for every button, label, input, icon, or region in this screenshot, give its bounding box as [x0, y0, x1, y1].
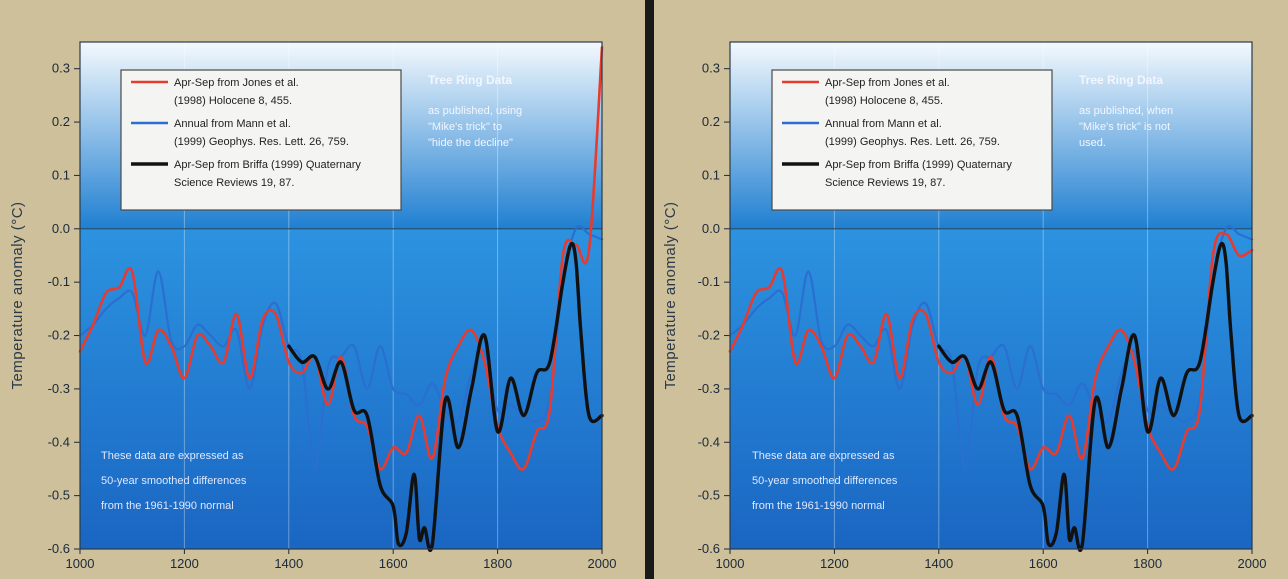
- y-tick-label: -0.2: [698, 328, 720, 343]
- x-tick-label: 1200: [170, 556, 199, 571]
- legend-label: Apr-Sep from Jones et al.: [825, 77, 950, 89]
- y-tick-label: 0.0: [702, 221, 720, 236]
- y-tick-label: -0.3: [48, 381, 70, 396]
- y-tick-label: -0.6: [48, 541, 70, 556]
- y-tick-label: -0.4: [698, 434, 720, 449]
- x-tick-label: 1000: [66, 556, 95, 571]
- bottom-note-line: from the 1961-1990 normal: [752, 500, 885, 512]
- legend-label: Apr-Sep from Briffa (1999) Quaternary: [174, 159, 361, 171]
- annotation-line: "Mike's trick" is not: [1079, 121, 1170, 133]
- annotation-line: "hide the decline": [428, 137, 513, 149]
- annotation-line: as published, using: [428, 105, 522, 117]
- y-tick-label: -0.6: [698, 541, 720, 556]
- legend-label: Apr-Sep from Briffa (1999) Quaternary: [825, 159, 1012, 171]
- bottom-note-line: 50-year smoothed differences: [101, 475, 247, 487]
- series-line-red: [728, 231, 1254, 471]
- y-tick-label: 0.3: [702, 61, 720, 76]
- x-tick-label: 1200: [820, 556, 849, 571]
- annotation: Tree Ring Data as published, when "Mike's …: [1079, 73, 1173, 149]
- y-tick-label: 0.2: [702, 114, 720, 129]
- annotation-line: as published, when: [1079, 105, 1173, 117]
- x-tick-label: 1600: [379, 556, 408, 571]
- plot-frame: [729, 41, 1253, 550]
- y-axis-label: Temperature anomaly (°C): [9, 201, 26, 389]
- legend-label: Apr-Sep from Jones et al.: [174, 77, 299, 89]
- x-tick-label: 1800: [1133, 556, 1162, 571]
- legend-box: [771, 69, 1053, 211]
- annotation-title: Tree Ring Data: [428, 73, 512, 87]
- y-tick-label: -0.1: [698, 274, 720, 289]
- x-tick-label: 2000: [588, 556, 617, 571]
- legend-label: Annual from Mann et al.: [825, 118, 942, 130]
- y-tick-label: 0.3: [52, 61, 70, 76]
- legend-label: Science Reviews 19, 87.: [825, 177, 945, 189]
- y-tick-label: -0.5: [48, 488, 70, 503]
- bottom-note-line: from the 1961-1990 normal: [101, 500, 234, 512]
- bottom-note-line: These data are expressed as: [101, 450, 244, 462]
- bottom-note: These data are expressed as 50-year smoot…: [101, 450, 247, 512]
- series-line-black: [937, 241, 1254, 552]
- bottom-note: These data are expressed as 50-year smoot…: [752, 450, 898, 512]
- legend-label: Science Reviews 19, 87.: [174, 177, 294, 189]
- annotation-line: used.: [1079, 137, 1106, 149]
- legend-label: Annual from Mann et al.: [174, 118, 291, 130]
- series-line-blue: [728, 224, 1254, 471]
- legend-label: (1998) Holocene 8, 455.: [174, 95, 292, 107]
- y-tick-label: -0.3: [698, 381, 720, 396]
- y-tick-label: 0.1: [52, 167, 70, 182]
- x-tick-label: 1600: [1029, 556, 1058, 571]
- legend-label: (1999) Geophys. Res. Lett. 26, 759.: [174, 136, 349, 148]
- legend-box: [120, 69, 402, 211]
- y-tick-label: -0.4: [48, 434, 70, 449]
- annotation-line: "Mike's trick" to: [428, 121, 502, 133]
- y-axis-label: Temperature anomaly (°C): [662, 201, 679, 389]
- y-tick-label: -0.1: [48, 274, 70, 289]
- x-tick-label: 1400: [924, 556, 953, 571]
- x-tick-label: 1800: [483, 556, 512, 571]
- chart-panel-left: 0.3 0.2 0.1 0.0 -0.1 -0.2 -0.3 -0.4 -0.5 -0.6 1000…: [9, 41, 617, 571]
- annotation: Tree Ring Data as published, using "Mike's…: [428, 73, 522, 149]
- y-tick-label: -0.5: [698, 488, 720, 503]
- legend: Apr-Sep from Jones et al. (1998) Holocene…: [120, 69, 402, 211]
- y-tick-label: 0.1: [702, 167, 720, 182]
- series-line-blue: [78, 224, 604, 471]
- chart-panel-right: 0.3 0.2 0.1 0.0 -0.1 -0.2 -0.3 -0.4 -0.5 -0.6 1000…: [654, 0, 1288, 579]
- y-tick-label: -0.2: [48, 328, 70, 343]
- bottom-note-line: 50-year smoothed differences: [752, 475, 898, 487]
- x-tick-label: 1400: [274, 556, 303, 571]
- chart-right: 0.3 0.2 0.1 0.0 -0.1 -0.2 -0.3 -0.4 -0.5 -0.61000…: [662, 41, 1267, 571]
- legend-label: (1999) Geophys. Res. Lett. 26, 759.: [825, 136, 1000, 148]
- plot-frame: [79, 41, 603, 550]
- legend-label: (1998) Holocene 8, 455.: [825, 95, 943, 107]
- annotation-title: Tree Ring Data: [1079, 73, 1163, 87]
- series-line-black: [287, 241, 604, 552]
- panel-divider: [645, 0, 654, 579]
- y-tick-label: 0.2: [52, 114, 70, 129]
- bottom-note-line: These data are expressed as: [752, 450, 895, 462]
- legend: Apr-Sep from Jones et al. (1998) Holocene…: [771, 69, 1053, 211]
- y-tick-label: 0.0: [52, 221, 70, 236]
- x-tick-label: 1000: [716, 556, 745, 571]
- chart-left: 0.3 0.2 0.1 0.0 -0.1 -0.2 -0.3 -0.4 -0.5 -0.61000…: [9, 41, 617, 571]
- x-tick-label: 2000: [1238, 556, 1267, 571]
